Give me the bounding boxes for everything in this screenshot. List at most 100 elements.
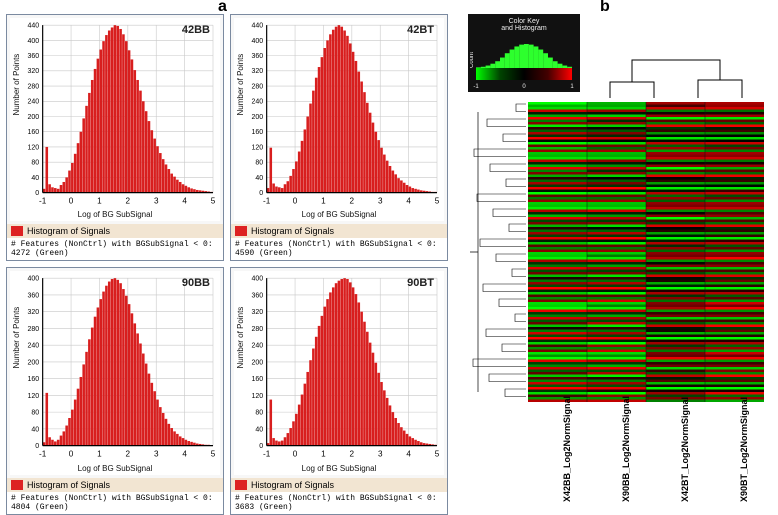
color-key-plot: -101Row Z-ScoreCount [470,34,578,90]
svg-text:5: 5 [211,196,216,205]
x-axis-label: Log of BG SubSignal [78,210,153,219]
svg-text:200: 200 [252,359,264,367]
svg-text:0: 0 [69,450,74,459]
svg-text:280: 280 [28,82,40,90]
svg-text:3: 3 [154,450,159,459]
svg-text:280: 280 [252,82,264,90]
legend-label: Histogram of Signals [251,480,334,490]
svg-text:0: 0 [259,189,263,197]
svg-text:280: 280 [252,325,264,333]
features-count-line: # Features (NonCtrl) with BGSubSignal < … [7,238,223,260]
svg-text:240: 240 [252,342,264,350]
svg-text:40: 40 [255,426,263,434]
svg-text:2: 2 [350,196,355,205]
svg-text:120: 120 [28,392,40,400]
svg-text:120: 120 [252,143,264,151]
svg-text:320: 320 [252,308,264,316]
panel-a: -101234504080120160200240280320360400440… [6,14,448,494]
svg-text:120: 120 [28,143,40,151]
svg-text:0: 0 [35,189,39,197]
svg-text:-1: -1 [263,450,271,459]
svg-text:80: 80 [255,409,263,417]
legend-label: Histogram of Signals [251,226,334,236]
svg-text:200: 200 [28,359,40,367]
svg-text:160: 160 [28,128,40,136]
svg-text:80: 80 [255,158,263,166]
heatmap-col-label: X42BT_Log2NormSignal [680,397,684,502]
sample-label: 90BB [182,277,210,289]
svg-text:240: 240 [28,342,40,350]
heatmap-column-labels: X42BB_Log2NormSignalX90BB_Log2NormSignal… [528,406,764,506]
svg-text:1: 1 [321,196,326,205]
legend-swatch [11,480,23,490]
y-axis-label: Number of Points [12,307,21,369]
legend-swatch [11,226,23,236]
svg-text:0: 0 [293,196,298,205]
svg-text:360: 360 [28,292,40,300]
histogram-card-42BT: -101234504080120160200240280320360400440… [230,14,448,261]
histogram-grid: -101234504080120160200240280320360400440… [6,14,448,494]
svg-text:400: 400 [252,275,264,283]
svg-text:320: 320 [28,67,40,75]
svg-text:240: 240 [252,98,264,106]
svg-text:5: 5 [435,196,440,205]
histogram-card-90BT: -10123450408012016020024028032036040090B… [230,267,448,514]
color-key: Color Keyand Histogram -101Row Z-ScoreCo… [468,14,580,92]
sample-label: 42BB [182,24,210,36]
y-axis-label: Number of Points [12,53,21,115]
sample-label: 42BT [407,24,434,36]
svg-text:3: 3 [378,450,383,459]
svg-text:2: 2 [126,196,131,205]
svg-text:400: 400 [252,37,264,45]
column-dendrogram [588,54,764,98]
svg-text:280: 280 [28,325,40,333]
svg-text:80: 80 [31,158,39,166]
svg-text:200: 200 [28,113,40,121]
svg-text:160: 160 [252,375,264,383]
svg-text:320: 320 [252,67,264,75]
svg-text:360: 360 [252,292,264,300]
svg-text:0: 0 [293,450,298,459]
svg-text:0: 0 [259,442,263,450]
svg-text:40: 40 [31,426,39,434]
svg-text:160: 160 [252,128,264,136]
svg-text:1: 1 [97,450,102,459]
svg-text:-1: -1 [39,450,47,459]
legend-swatch [235,226,247,236]
svg-text:400: 400 [28,275,40,283]
legend-label: Histogram of Signals [27,480,110,490]
svg-text:0: 0 [35,442,39,450]
svg-text:1: 1 [97,196,102,205]
figure: a b -10123450408012016020024028032036040… [0,0,778,503]
svg-text:4: 4 [182,450,187,459]
svg-text:120: 120 [252,392,264,400]
sample-label: 90BT [407,277,434,289]
x-axis-label: Log of BG SubSignal [302,464,377,473]
svg-text:360: 360 [252,52,264,60]
svg-text:-1: -1 [473,84,479,90]
svg-text:1: 1 [321,450,326,459]
svg-text:2: 2 [126,450,131,459]
heatmap-col-label: X42BB_Log2NormSignal [562,396,566,502]
svg-text:Count: Count [470,52,475,68]
svg-text:0: 0 [522,84,526,90]
svg-text:360: 360 [28,52,40,60]
svg-text:4: 4 [182,196,187,205]
svg-text:40: 40 [31,174,39,182]
svg-text:320: 320 [28,308,40,316]
features-count-line: # Features (NonCtrl) with BGSubSignal < … [231,238,447,260]
x-axis-label: Log of BG SubSignal [78,464,153,473]
svg-text:440: 440 [28,21,40,29]
svg-text:1: 1 [570,84,574,90]
color-key-title: Color Key [509,18,540,25]
svg-text:3: 3 [378,196,383,205]
svg-text:80: 80 [31,409,39,417]
histogram-card-42BB: -101234504080120160200240280320360400440… [6,14,224,261]
histogram-card-90BB: -10123450408012016020024028032036040090B… [6,267,224,514]
svg-text:200: 200 [252,113,264,121]
legend-label: Histogram of Signals [27,226,110,236]
heatmap [528,102,764,402]
svg-text:240: 240 [28,98,40,106]
svg-text:5: 5 [211,450,216,459]
svg-text:3: 3 [154,196,159,205]
